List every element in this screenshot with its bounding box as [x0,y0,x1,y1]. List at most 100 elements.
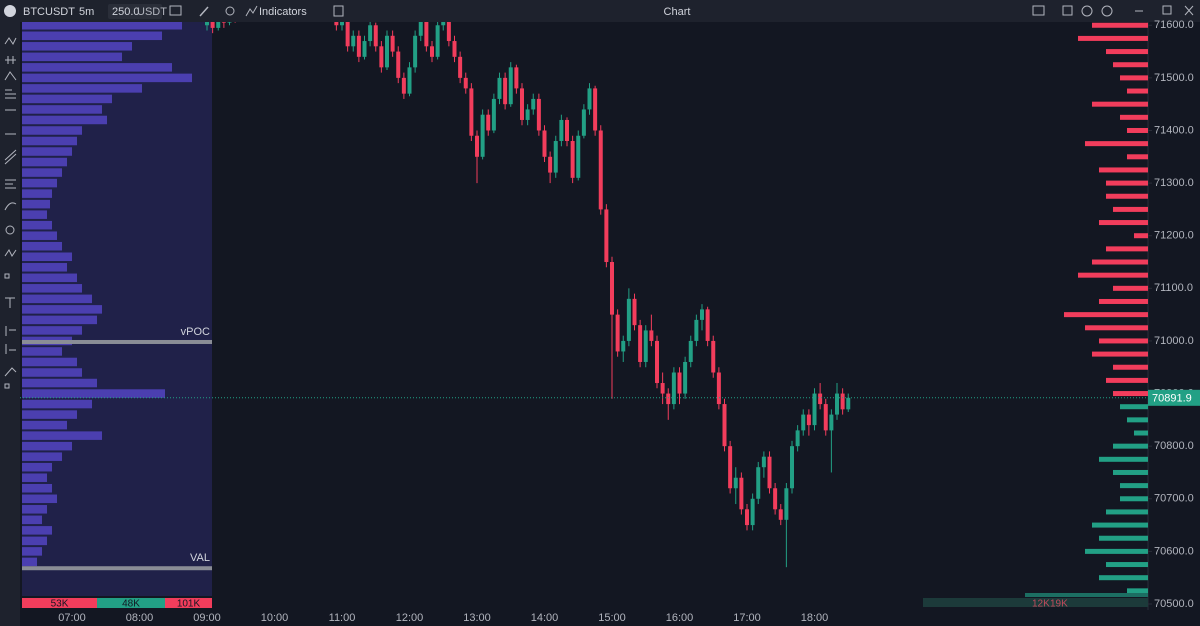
candle-body [655,340,659,384]
candle-body [728,446,733,489]
icon[interactable] [1184,5,1194,16]
candle-body [846,397,851,410]
profile-bar [22,399,92,409]
candle-body [553,141,558,173]
profile-bar [22,22,182,30]
icon[interactable] [169,5,182,16]
profile-bar [22,389,165,398]
candle-body [610,262,614,315]
profile-bar [1113,364,1148,370]
candle-body [362,41,367,57]
candle-body [739,477,744,510]
profile-bar [1113,285,1148,291]
session-volume-label: 53K [51,599,69,610]
level-label: VAL [190,552,210,564]
profile-bar [22,378,97,388]
profile-bar [22,73,192,83]
icon[interactable] [1101,5,1113,17]
y-tick-label: 70800.0 [1154,440,1194,452]
profile-bar [1113,443,1148,449]
tool-icon[interactable] [5,56,16,64]
candle-body [598,130,603,210]
profile-bar [22,31,162,41]
tool-icon[interactable] [4,71,17,81]
quantity[interactable]: 250.0 [112,6,140,18]
y-tick-label: 71500.0 [1154,72,1194,84]
x-tick-label: 10:00 [261,612,289,624]
tool-icon[interactable] [5,225,15,235]
profile-bar [1092,22,1148,28]
candle-body [626,298,631,341]
profile-bar [22,157,67,167]
tool-icon[interactable] [5,344,16,354]
tool-icon[interactable] [5,179,16,189]
profile-bar [22,231,57,240]
profile-bar [1099,575,1148,581]
icon[interactable] [245,5,258,17]
tool-icon[interactable] [5,297,15,308]
profile-bar [1085,141,1148,147]
icon[interactable] [1062,5,1073,16]
profile-bar [22,42,132,51]
candle-body [486,114,491,131]
profile-bar [1099,220,1148,226]
profile-bar [1120,404,1148,410]
tool-icon[interactable] [5,326,16,336]
indicators[interactable]: Indicators [259,6,307,18]
tool-icon[interactable] [4,249,17,257]
tool-icon[interactable] [4,149,17,165]
icon[interactable] [333,5,344,17]
candle-body [446,22,451,42]
x-tick-label: 18:00 [801,612,829,624]
icon[interactable] [1032,5,1045,16]
icon[interactable] [1162,5,1172,15]
candle-body [385,35,389,68]
candle-body [671,372,676,405]
quantity-box[interactable] [108,4,162,19]
profile-bar [22,210,47,219]
icon[interactable] [225,6,235,16]
candle-body [767,456,772,489]
profile-bar [22,431,102,440]
y-tick-label: 70600.0 [1154,545,1194,557]
candle-body [548,156,553,173]
profile-bar [22,557,37,567]
candle-body [452,41,457,57]
tool-icon[interactable] [4,383,10,389]
profile-bar [22,52,122,62]
candle-body [638,325,643,362]
candle-body [536,98,541,131]
candle-body [418,22,423,36]
tool-icon[interactable] [4,37,17,45]
right-volume-label: 12K [1032,599,1050,610]
profile-bar [22,515,42,525]
profile-bar [22,263,67,272]
tool-icon[interactable] [4,273,10,279]
y-tick-label: 71200.0 [1154,230,1194,242]
profile-bar [22,63,172,72]
tool-icon[interactable] [4,367,17,377]
profile-bar [22,315,97,325]
icon[interactable] [1081,5,1093,17]
profile-bar [1092,101,1148,107]
profile-bar [1099,167,1148,173]
tool-icon[interactable] [5,89,16,99]
symbol[interactable]: BTCUSDT [23,6,75,18]
logo[interactable] [4,5,16,17]
profile-bar [22,441,72,451]
price-tag-label: 70891.9 [1152,393,1192,405]
candle-body [677,372,682,394]
profile-bar [22,84,142,93]
interval[interactable]: 5m [79,6,94,18]
candle-body [683,361,688,394]
profile-bar [22,547,42,556]
tool-icon[interactable] [4,202,17,211]
icon[interactable] [199,6,209,17]
candle-body [649,330,654,341]
profile-bar [1134,233,1148,239]
x-tick-label: 16:00 [666,612,694,624]
profile-bar [22,189,52,198]
candle-body [373,25,378,47]
y-tick-label: 71300.0 [1154,177,1194,189]
